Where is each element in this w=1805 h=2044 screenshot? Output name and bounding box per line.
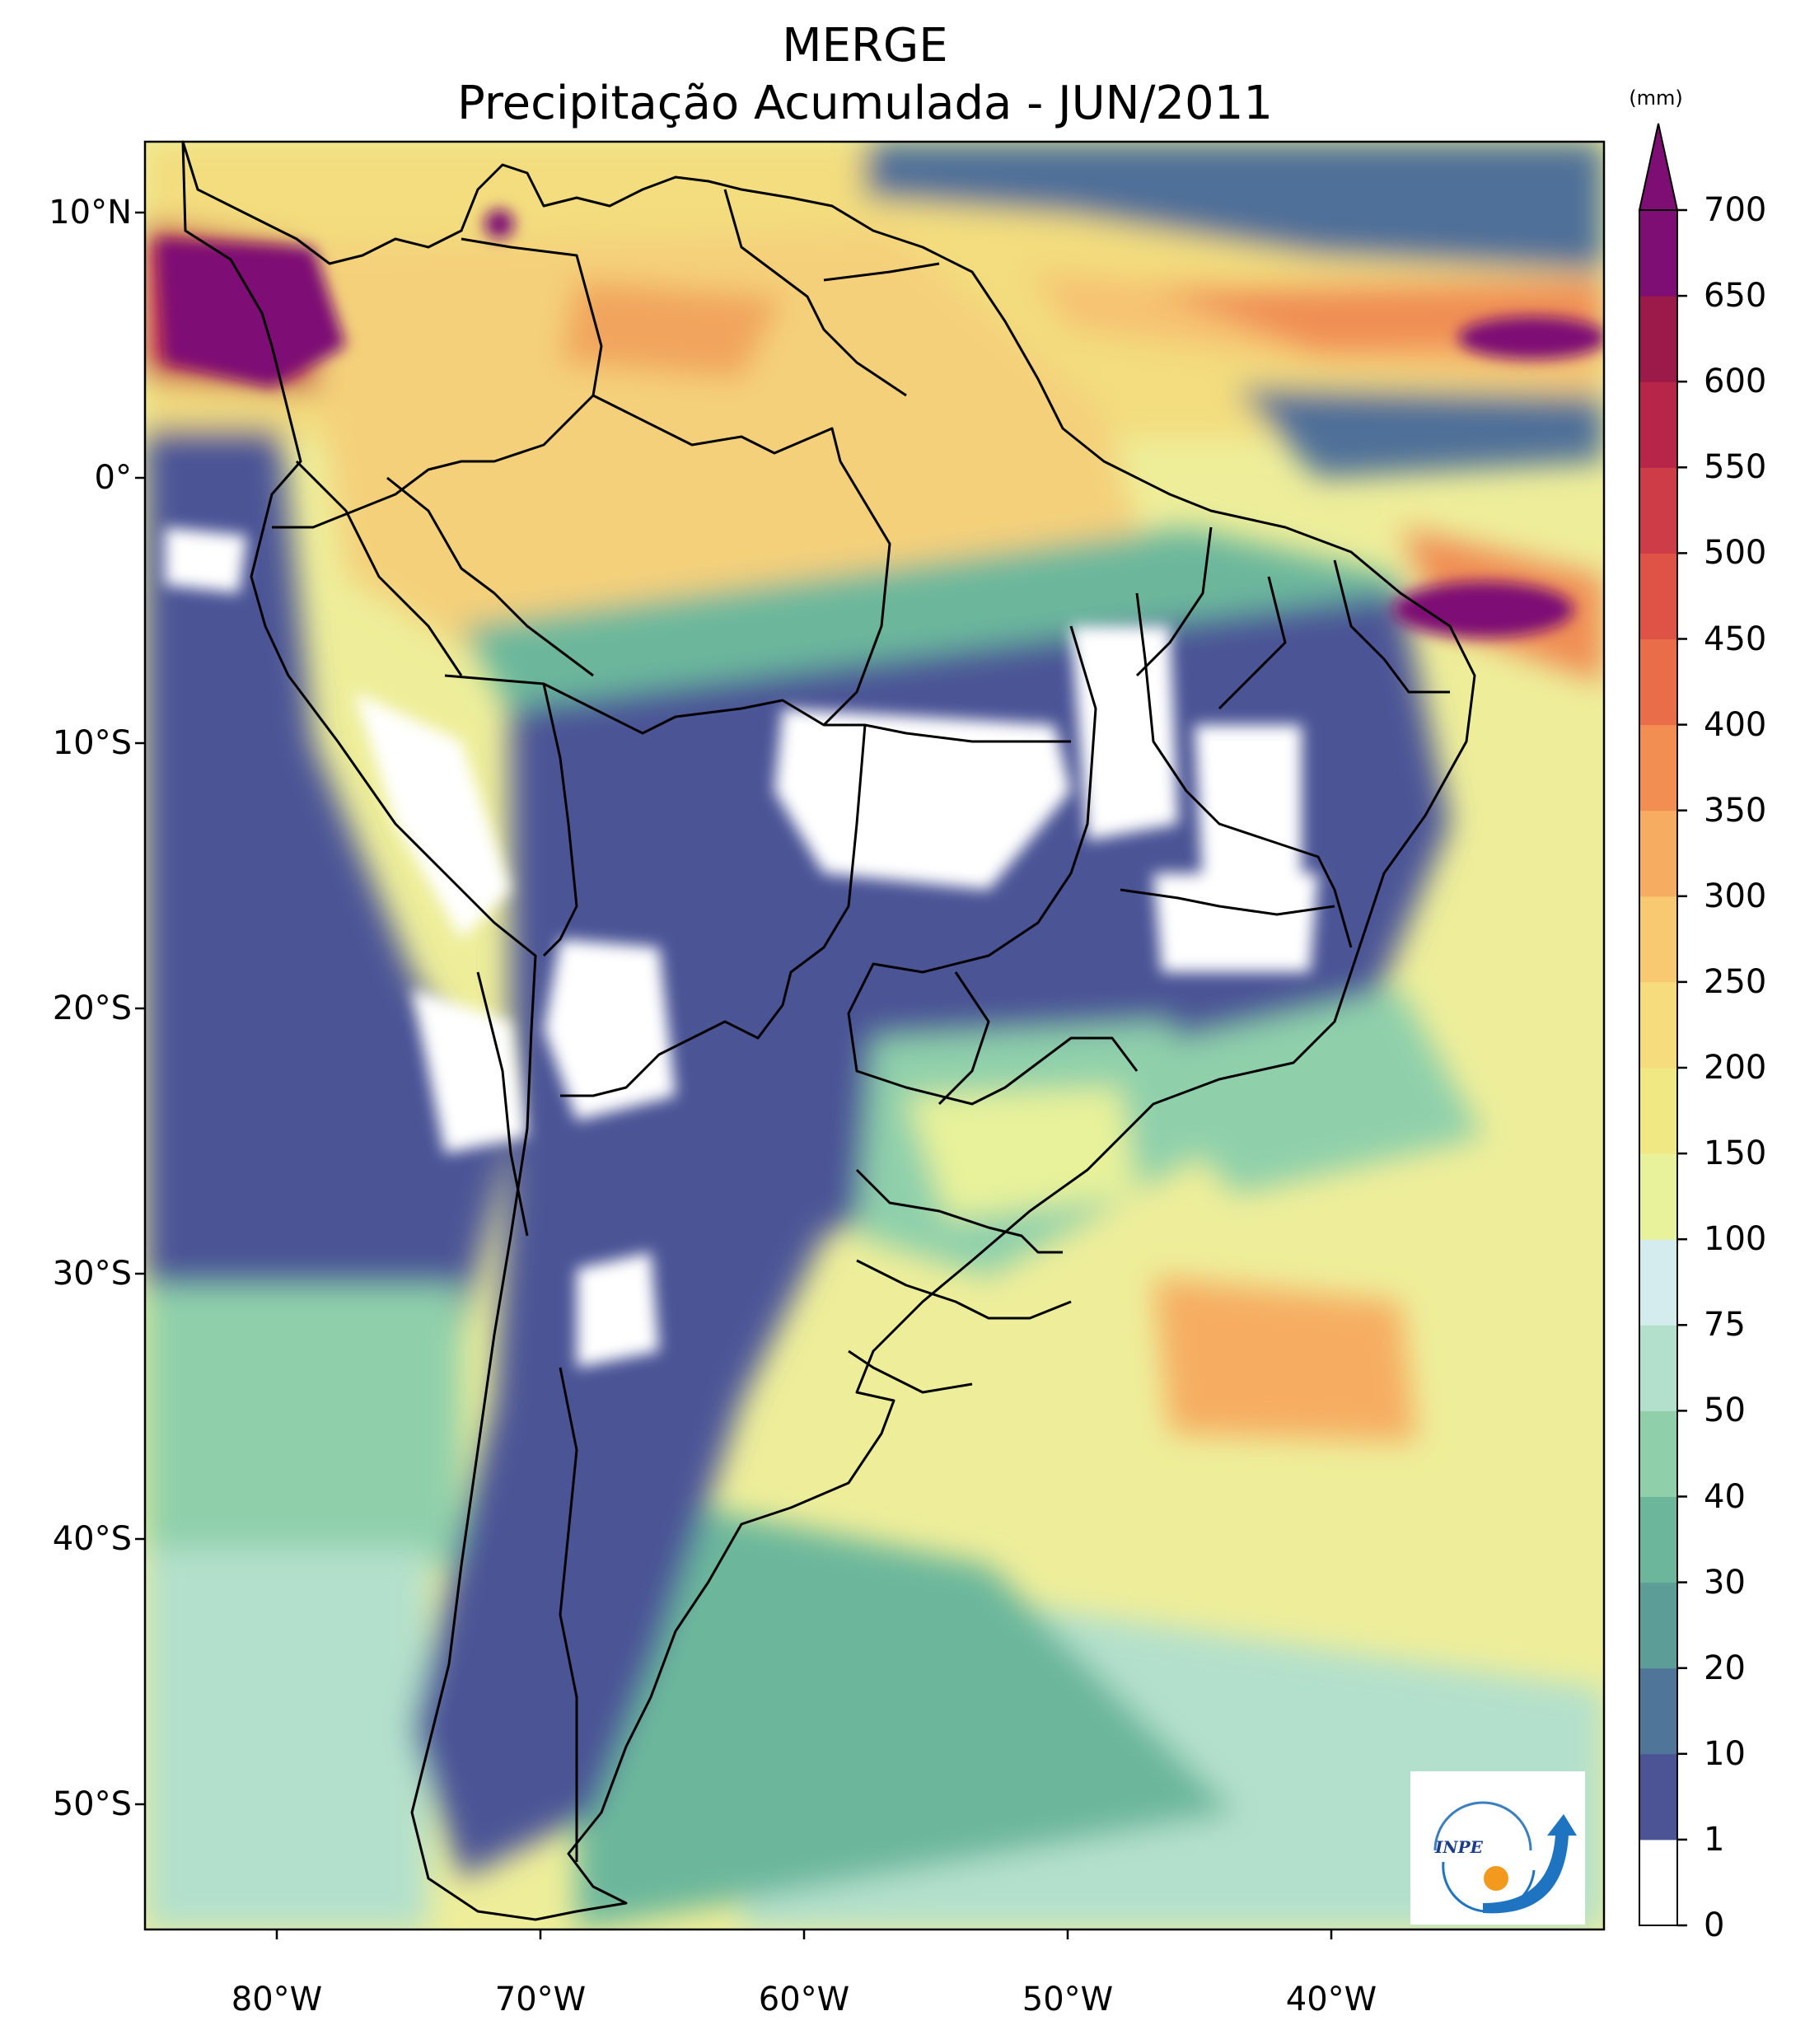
latitude-label: 40°S <box>52 1520 132 1558</box>
colorbar-level-label: 550 <box>1704 448 1767 487</box>
colorbar-segment <box>1639 296 1677 382</box>
longitude-label: 50°W <box>1022 1981 1114 2018</box>
colorbar-segment <box>1639 981 1677 1069</box>
colorbar-segment <box>1639 467 1677 554</box>
colorbar-segment <box>1639 1410 1677 1497</box>
colorbar-segment <box>1639 381 1677 468</box>
latitude-label: 50°S <box>52 1785 132 1823</box>
colorbar-level-label: 20 <box>1704 1649 1746 1687</box>
land-outline <box>181 140 1476 1921</box>
colorbar-level-label: 10 <box>1704 1734 1746 1773</box>
colorbar-segment <box>1639 1239 1677 1326</box>
colorbar-level-label: 50 <box>1704 1392 1746 1430</box>
latitude-label: 30°S <box>52 1255 132 1293</box>
colorbar-level-label: 40 <box>1704 1477 1746 1516</box>
inpe-logo-text: INPE <box>1435 1837 1483 1857</box>
latitude-label: 20°S <box>52 989 132 1027</box>
colorbar-segment <box>1639 896 1677 983</box>
colorbar-segment <box>1639 553 1677 639</box>
colorbar-segment <box>1639 810 1677 897</box>
longitude-tick-marks <box>275 1929 1333 1939</box>
colorbar-level-label: 400 <box>1704 705 1767 744</box>
colorbar-level-label: 100 <box>1704 1220 1767 1259</box>
map-title: MERGE <box>782 19 948 72</box>
colorbar-segment <box>1639 1667 1677 1755</box>
longitude-label: 40°W <box>1285 1981 1377 2018</box>
inpe-logo: INPE <box>1410 1771 1585 1925</box>
colorbar-level-label: 250 <box>1704 962 1767 1001</box>
precipitation-field <box>145 142 1604 1929</box>
colorbar-segment <box>1639 1753 1677 1841</box>
colorbar-segment <box>1639 1068 1677 1154</box>
longitude-label: 60°W <box>758 1981 850 2018</box>
inpe-logo-graphic <box>1433 1801 1577 1914</box>
colorbar-level-label: 30 <box>1704 1563 1746 1602</box>
colorbar-segment <box>1639 1582 1677 1669</box>
latitude-label: 0° <box>94 459 132 497</box>
colorbar-level-label: 300 <box>1704 877 1767 915</box>
colorbar-level-label: 700 <box>1704 191 1767 229</box>
colorbar-level-label: 450 <box>1704 620 1767 658</box>
colorbar-segment <box>1639 1153 1677 1240</box>
latitude-tick-marks <box>135 211 145 1806</box>
colorbar-level-label: 500 <box>1704 534 1767 573</box>
map-frame <box>143 140 1606 1931</box>
latitude-label: 10°N <box>49 194 132 232</box>
colorbar-level-label: 350 <box>1704 791 1767 830</box>
colorbar-level-label: 1 <box>1704 1820 1725 1859</box>
colorbar-unit: (mm) <box>1629 87 1683 110</box>
colorbar-level-label: 200 <box>1704 1049 1767 1087</box>
longitude-label: 70°W <box>494 1981 587 2018</box>
colorbar-level-label: 600 <box>1704 362 1767 401</box>
colorbar-extend-arrow <box>1638 123 1679 211</box>
colorbar-segment <box>1639 638 1677 726</box>
map-subtitle: Precipitação Acumulada - JUN/2011 <box>457 77 1273 130</box>
colorbar-level-label: 150 <box>1704 1134 1767 1173</box>
colorbar-segment <box>1639 210 1677 297</box>
colorbar-segment <box>1639 1325 1677 1411</box>
colorbar-level-label: 0 <box>1704 1906 1725 1944</box>
latitude-label: 10°S <box>52 724 132 762</box>
longitude-label: 80°W <box>231 1981 323 2018</box>
colorbar-segment <box>1639 1839 1677 1926</box>
colorbar-level-label: 650 <box>1704 277 1767 316</box>
colorbar-level-label: 75 <box>1704 1306 1746 1345</box>
colorbar-segment <box>1639 1496 1677 1583</box>
colorbar <box>1638 123 1687 1927</box>
colorbar-segment <box>1639 724 1677 812</box>
